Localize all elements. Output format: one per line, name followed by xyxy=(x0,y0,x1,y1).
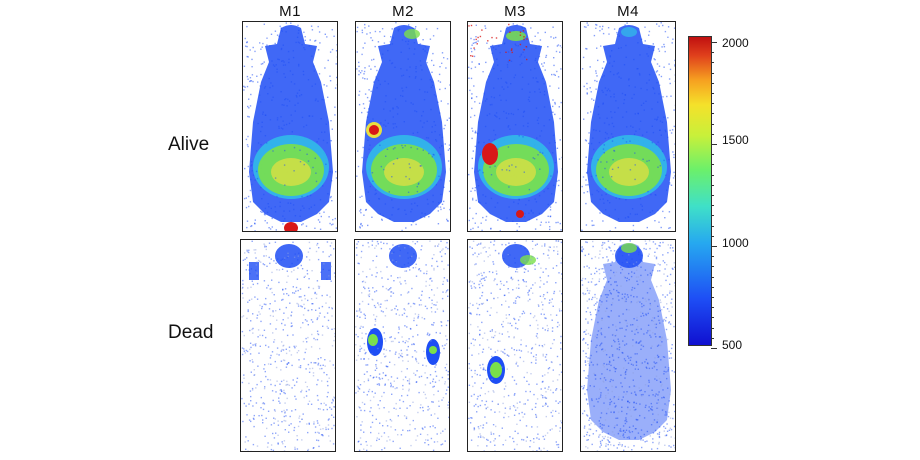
scale-tick xyxy=(711,225,714,227)
scale-tick xyxy=(711,317,714,319)
mouse-image xyxy=(581,22,675,231)
scale-tick xyxy=(711,195,714,196)
panel-alive-m3 xyxy=(467,21,563,232)
scale-tick xyxy=(711,144,717,145)
scale-label-1500: 1500 xyxy=(722,133,749,147)
column-label-m4: M4 xyxy=(617,3,639,20)
panel-alive-m4 xyxy=(580,21,676,232)
mouse-image xyxy=(241,240,335,451)
scale-label-1000: 1000 xyxy=(722,236,749,250)
scale-tick xyxy=(711,82,714,84)
scale-tick xyxy=(711,297,714,298)
column-label-m1: M1 xyxy=(279,3,301,20)
scale-tick xyxy=(711,215,714,217)
scale-tick xyxy=(711,123,714,125)
mouse-image xyxy=(468,240,562,451)
scale-tick xyxy=(711,113,714,115)
panel-alive-m2 xyxy=(355,21,451,232)
panel-dead-m4 xyxy=(580,239,676,452)
mouse-image xyxy=(356,22,450,231)
row-label-alive: Alive xyxy=(168,134,210,155)
panel-dead-m2 xyxy=(354,239,450,452)
scale-tick xyxy=(711,348,717,349)
scale-tick xyxy=(711,286,714,288)
scale-tick xyxy=(711,93,714,94)
scale-tick xyxy=(711,62,714,64)
scale-tick xyxy=(711,52,714,54)
scale-tick xyxy=(711,235,714,237)
column-label-m2: M2 xyxy=(392,3,414,20)
scale-tick xyxy=(711,72,714,74)
scale-tick xyxy=(711,133,714,135)
scale-tick xyxy=(711,164,714,166)
scale-tick xyxy=(711,42,717,43)
scale-tick xyxy=(711,103,714,105)
column-label-m3: M3 xyxy=(504,3,526,20)
panel-dead-m1 xyxy=(240,239,336,452)
mouse-image xyxy=(468,23,562,231)
mouse-image xyxy=(581,240,675,451)
scale-tick xyxy=(711,266,714,268)
scale-tick xyxy=(711,307,714,309)
scale-tick xyxy=(711,246,717,247)
scale-label-500: 500 xyxy=(722,338,743,352)
scale-tick xyxy=(711,256,714,258)
scale-tick xyxy=(711,184,714,186)
row-label-dead: Dead xyxy=(168,322,214,343)
scale-tick xyxy=(711,174,714,176)
scale-tick xyxy=(711,154,714,156)
panel-dead-m3 xyxy=(467,239,563,452)
color-scale-bar xyxy=(688,36,712,346)
scale-tick xyxy=(711,337,714,339)
scale-tick xyxy=(711,276,714,278)
mouse-image xyxy=(243,22,337,231)
scale-label-2000: 2000 xyxy=(722,36,749,50)
mouse-image xyxy=(355,240,449,451)
panel-alive-m1 xyxy=(242,21,338,232)
scale-tick xyxy=(711,327,714,329)
scale-tick xyxy=(711,205,714,207)
